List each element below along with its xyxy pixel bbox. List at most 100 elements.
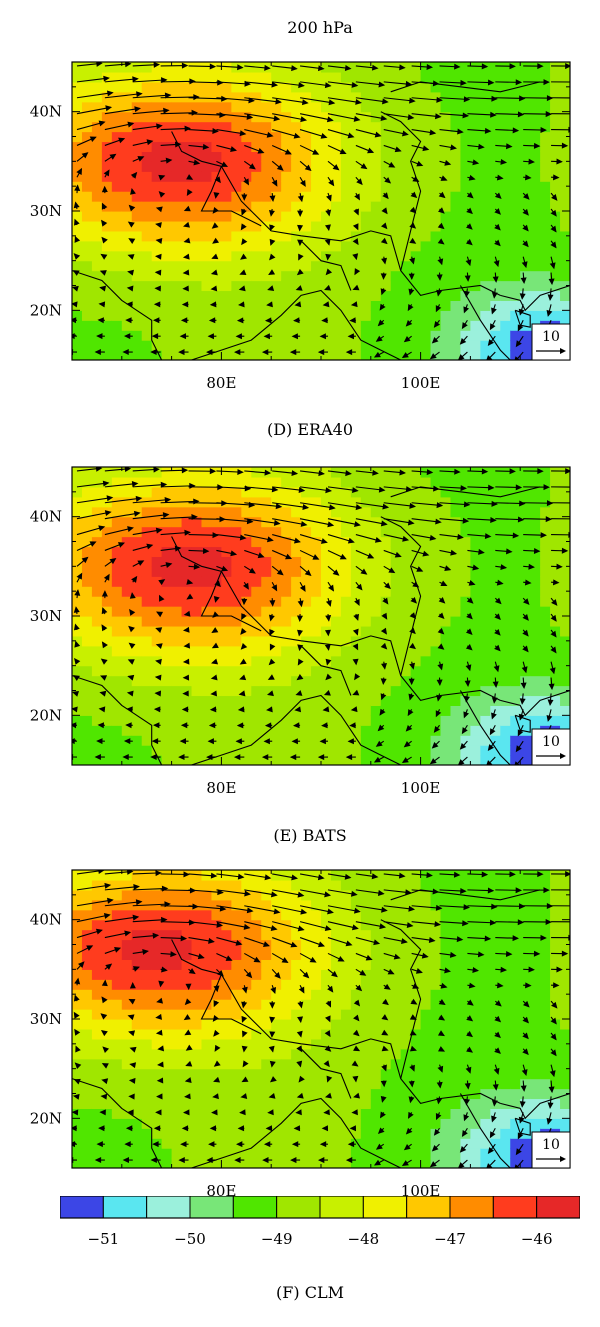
field-cell [480, 576, 491, 587]
field-cell [370, 220, 382, 232]
wind-arrow [216, 97, 254, 102]
field-cell [291, 655, 302, 667]
field-cell [221, 899, 232, 911]
wind-arrow-head [210, 285, 218, 292]
wind-arrow-head [96, 333, 103, 340]
field-cell [410, 91, 422, 103]
field-cell [360, 211, 372, 222]
field-cell [221, 330, 232, 341]
field-cell [241, 526, 252, 538]
wind-arrow-head [352, 284, 360, 291]
field-cell [151, 191, 163, 202]
field-cell [520, 71, 531, 83]
wind-arrow-head [460, 79, 467, 86]
field-cell [360, 220, 372, 232]
field-cell [330, 111, 342, 123]
field-cell [490, 496, 501, 508]
field-cell [261, 240, 272, 252]
field-cell [151, 161, 163, 172]
field-cell [520, 506, 531, 518]
field-cell [201, 467, 213, 478]
field-cell [550, 586, 561, 597]
wind-arrow-head [211, 253, 219, 260]
wind-arrow-head [522, 629, 529, 637]
field-cell [301, 606, 312, 617]
field-cell [201, 81, 213, 93]
field-cell [181, 1118, 193, 1129]
field-cell [72, 151, 83, 162]
field-cell [201, 645, 213, 657]
field-cell [121, 1108, 133, 1119]
field-cell [460, 131, 471, 143]
field-cell [261, 635, 272, 647]
wind-arrow-head [438, 597, 446, 604]
field-cell [121, 705, 133, 716]
field-cell [72, 211, 83, 222]
field-cell [131, 260, 143, 272]
field-cell [470, 606, 481, 617]
field-cell [510, 476, 521, 488]
wind-arrow-head [517, 324, 524, 332]
wind-arrow-head [158, 191, 166, 198]
field-cell [281, 745, 292, 756]
field-cell [380, 496, 392, 508]
field-cell [410, 586, 422, 597]
field-cell [151, 939, 163, 951]
field-cell [141, 870, 153, 881]
field-cell [261, 310, 272, 321]
wind-arrow-head [182, 674, 190, 681]
field-cell [271, 191, 282, 202]
wind-arrow-head [276, 569, 284, 576]
field-cell [231, 111, 242, 123]
field-cell [360, 350, 372, 360]
field-cell [450, 310, 462, 321]
wind-arrow-head [164, 92, 172, 99]
field-cell [500, 201, 511, 212]
field-cell [101, 81, 113, 93]
wind-arrow-head [409, 627, 416, 635]
field-cell [201, 526, 213, 538]
field-cell [440, 91, 452, 103]
field-cell [91, 320, 103, 331]
field-cell [490, 665, 501, 677]
field-cell [360, 496, 372, 508]
wind-arrow-head [379, 303, 386, 311]
field-cell [281, 270, 292, 282]
field-cell [530, 211, 541, 222]
wind-arrow-head [320, 538, 328, 544]
wind-arrow-head [360, 568, 368, 575]
field-cell [340, 240, 352, 252]
wind-arrow-head [408, 273, 415, 281]
wind-arrow-head [268, 209, 275, 217]
field-cell [171, 476, 183, 488]
field-cell [370, 101, 382, 113]
field-cell [231, 161, 242, 172]
field-cell [530, 121, 541, 133]
wind-arrow-head [263, 738, 270, 745]
wind-arrow-head [325, 599, 332, 607]
field-cell [480, 496, 491, 508]
field-cell [530, 230, 541, 242]
wind-arrow-head [496, 174, 504, 181]
field-cell [560, 536, 570, 548]
field-cell [430, 171, 442, 182]
wind-arrow [383, 502, 415, 508]
wind-arrow-head [550, 209, 557, 217]
wind-arrow-head [94, 754, 101, 761]
wind-arrow-head [515, 745, 522, 753]
field-cell [440, 586, 452, 597]
field-cell [111, 330, 123, 341]
wind-arrow-head [374, 131, 382, 138]
field-cell [181, 1019, 193, 1030]
field-cell [231, 606, 242, 617]
field-cell [291, 635, 302, 647]
wind-arrow-head [137, 560, 145, 566]
field-cell [350, 290, 362, 301]
field-cell [201, 62, 213, 73]
field-cell [72, 755, 83, 765]
field-cell [321, 330, 332, 341]
field-cell [81, 939, 93, 951]
field-cell [191, 745, 203, 756]
field-cell [460, 151, 471, 162]
field-cell [430, 586, 442, 597]
